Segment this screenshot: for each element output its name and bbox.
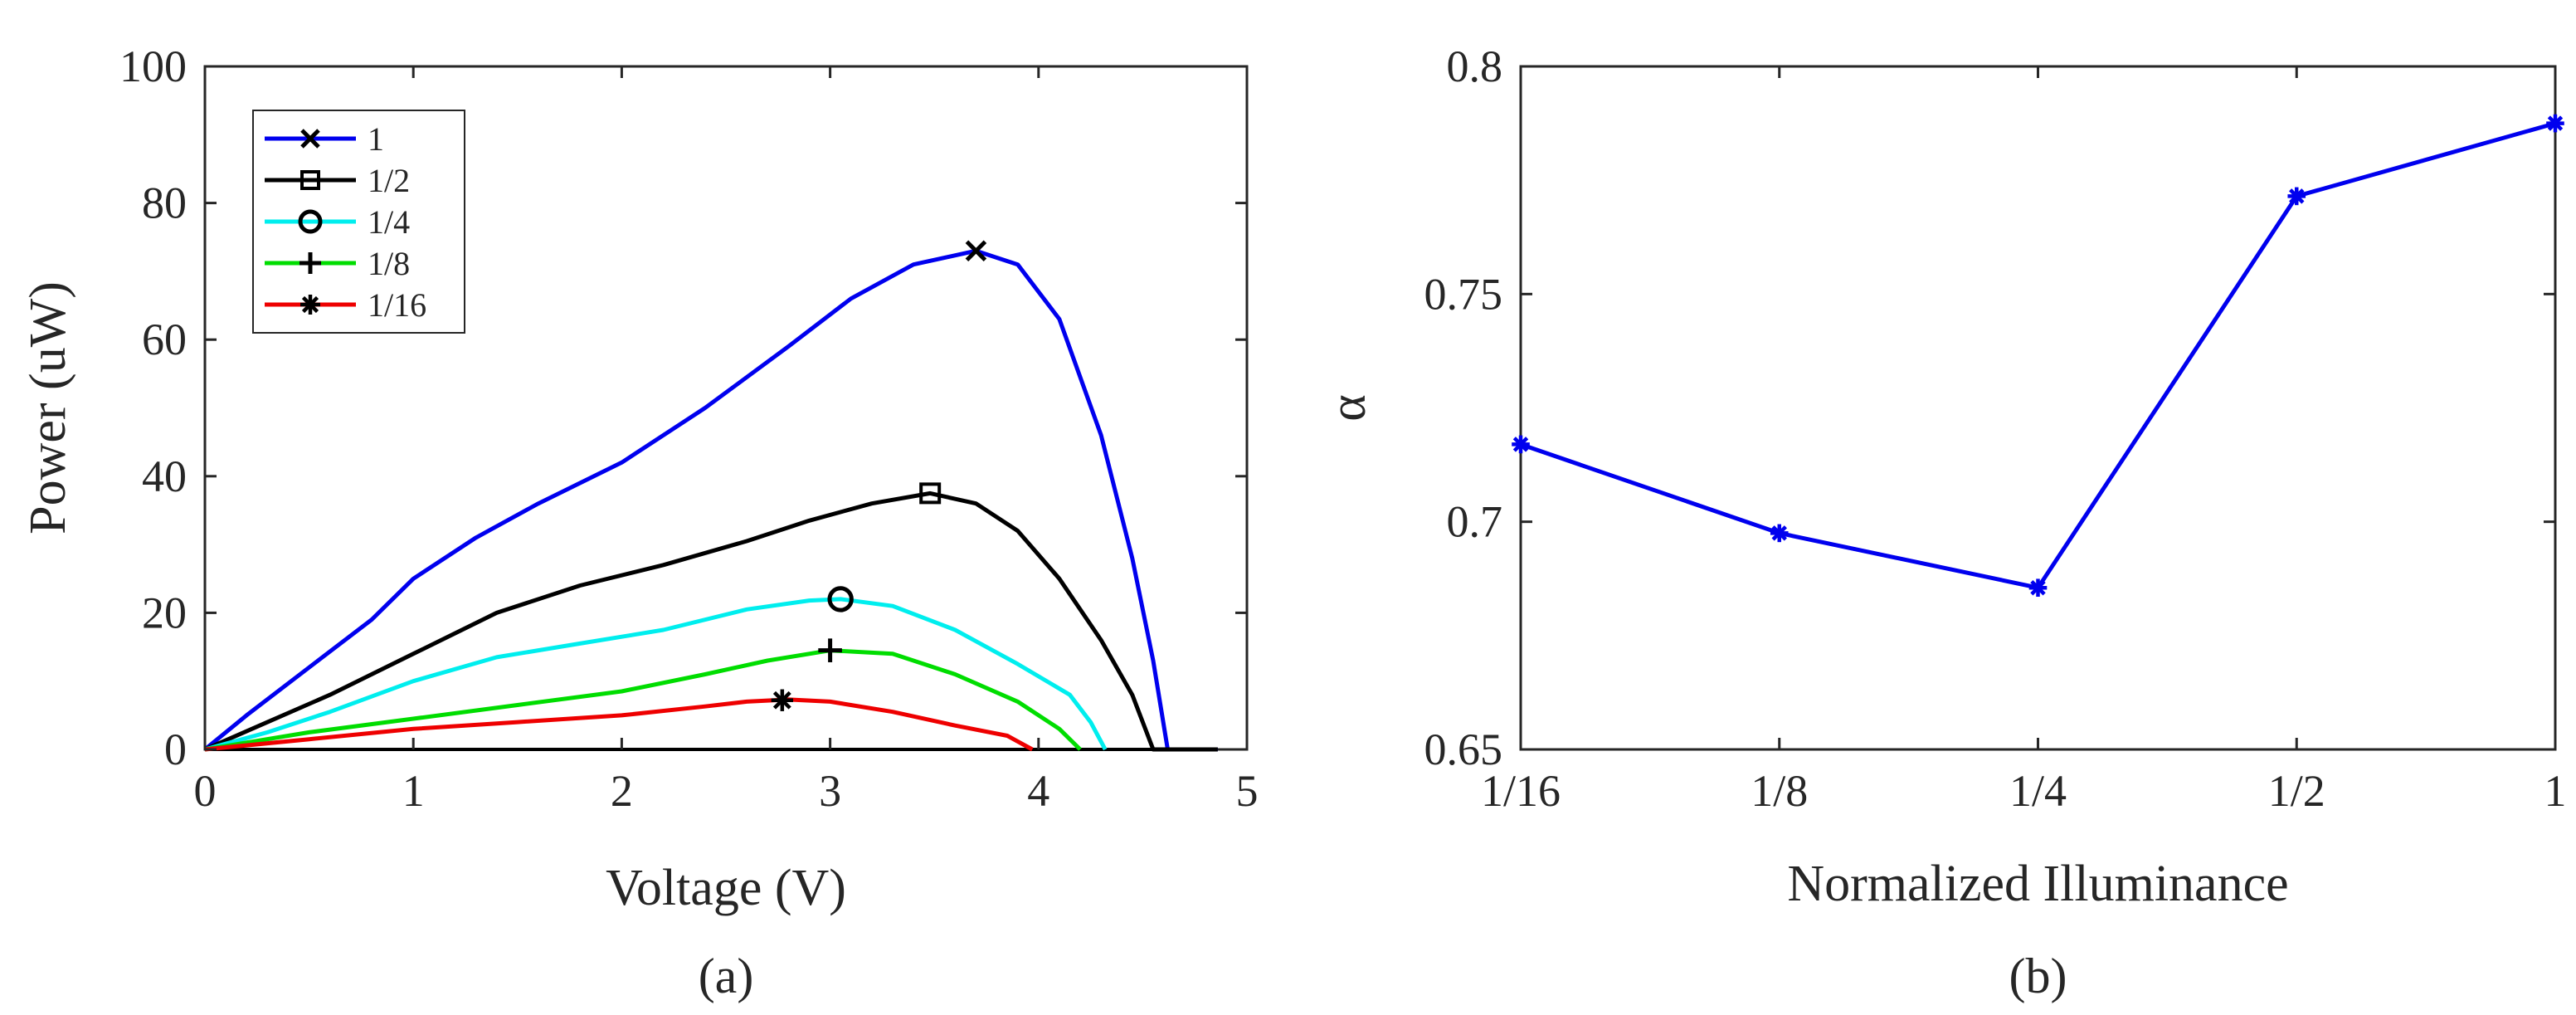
y-tick-label: 0.7 (1447, 497, 1503, 547)
panel-a-legend: 1 1/2 1/4 1/8 1/16 (252, 110, 465, 334)
x-tick-label: 3 (819, 766, 841, 816)
legend-entry-1-2: 1/2 (265, 162, 410, 199)
mpp-marker-1-8 (818, 638, 842, 662)
mpp-marker-1 (965, 240, 987, 261)
mpp-marker-1-4 (827, 586, 854, 612)
x-tick-label: 2 (611, 766, 633, 816)
y-tick-label: 0.8 (1447, 41, 1503, 91)
x-tick-label: 1/2 (2268, 766, 2325, 816)
legend-entry-1-8: 1/8 (265, 245, 410, 282)
mpp-marker-1-2 (919, 482, 942, 505)
panel-b-y-ticks: 0.65 0.7 0.75 0.8 (1424, 41, 2555, 774)
panel-b-caption: (b) (2009, 949, 2067, 1003)
data-point-1 (2546, 114, 2564, 133)
panel-a-x-axis-title: Voltage (V) (606, 860, 846, 916)
y-tick-label: 0 (164, 725, 187, 774)
legend-marker (300, 295, 320, 315)
series-line-1-8 (204, 648, 1082, 752)
panel-b-x-ticks: 1/16 1/8 1/4 1/2 1 (1481, 66, 2567, 816)
panel-a-caption: (a) (699, 949, 754, 1003)
legend-entry-1-16: 1/16 (265, 286, 426, 324)
panel-b-y-axis-title: α (1320, 394, 1376, 421)
x-tick-label: 1 (402, 766, 425, 816)
x-tick-label: 4 (1027, 766, 1049, 816)
legend-entry-1-4: 1/4 (265, 203, 410, 241)
y-tick-label: 80 (142, 178, 187, 228)
legend-label: 1/8 (368, 245, 410, 282)
data-point-1-16 (1512, 435, 1530, 454)
mpp-marker-1-16 (771, 689, 794, 711)
panel-b-data-points (1512, 114, 2564, 598)
legend-label: 1/2 (368, 162, 410, 199)
legend-marker (299, 252, 321, 274)
series-line-1-16 (204, 697, 1034, 752)
x-tick-label: 0 (194, 766, 217, 816)
data-point-1-2 (2287, 187, 2306, 206)
alpha-series-line (1520, 121, 2556, 590)
panel-a-x-ticks: 0 1 2 3 4 5 (194, 66, 1259, 816)
data-point-1-4 (2028, 578, 2048, 598)
legend-label: 1/16 (368, 286, 426, 324)
series-line-1-2 (204, 490, 1218, 752)
panel-a-power-voltage-chart: 0 1 2 3 4 5 0 20 40 60 80 100 Voltage (V) Power (u… (20, 41, 1259, 1003)
y-tick-label: 60 (142, 315, 187, 364)
panel-b-alpha-illuminance-chart: 1/16 1/8 1/4 1/2 1 0.65 0.7 0.75 0.8 Normalized… (1320, 41, 2567, 1003)
x-tick-label: 1/4 (2009, 766, 2067, 816)
y-tick-label: 0.75 (1424, 269, 1503, 319)
x-tick-label: 1/8 (1751, 766, 1808, 816)
legend-marker (298, 209, 323, 234)
legend-marker (300, 129, 320, 149)
y-tick-label: 100 (119, 41, 187, 91)
legend-label: 1 (368, 120, 384, 158)
panel-a-series-lines (203, 248, 1218, 752)
panel-b-x-axis-title: Normalized Illuminance (1787, 856, 2288, 912)
y-tick-label: 40 (142, 451, 187, 501)
legend-entry-1: 1 (265, 120, 384, 158)
data-point-1-8 (1770, 524, 1789, 543)
panel-a-y-axis-title: Power (uW) (20, 281, 76, 534)
series-line-1 (203, 248, 1218, 752)
panel-a-y-ticks: 0 20 40 60 80 100 (119, 41, 1247, 774)
legend-marker (300, 170, 320, 190)
panel-a-mpp-markers (771, 240, 987, 711)
legend-label: 1/4 (368, 203, 410, 241)
series-line-1-4 (204, 597, 1108, 752)
x-tick-label: 1 (2544, 766, 2567, 816)
y-tick-label: 0.65 (1424, 725, 1503, 774)
y-tick-label: 20 (142, 588, 187, 637)
x-tick-label: 1/16 (1481, 766, 1561, 816)
x-tick-label: 5 (1236, 766, 1259, 816)
panel-b-series-line (1520, 121, 2556, 590)
